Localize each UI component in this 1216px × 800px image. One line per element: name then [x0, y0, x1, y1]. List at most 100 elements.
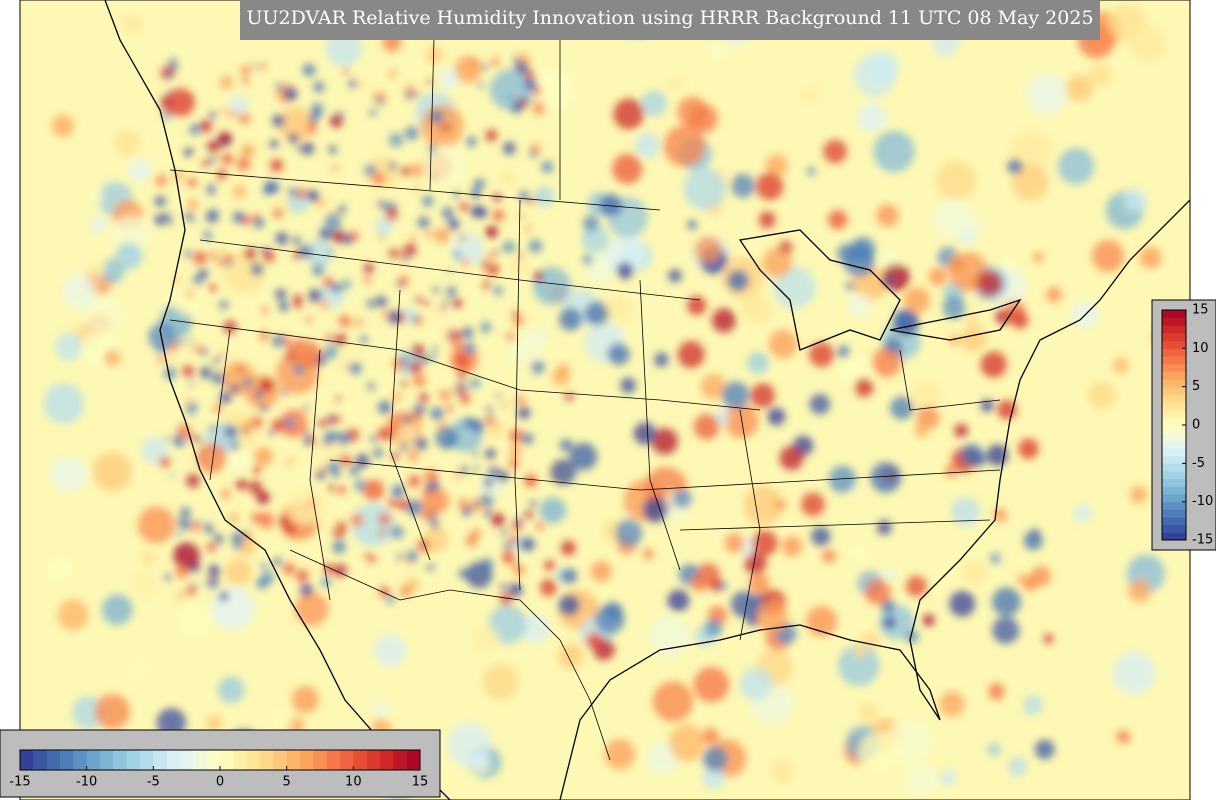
- field-patch: [565, 392, 574, 401]
- field-patch: [200, 453, 205, 458]
- colorbar-segment: [1162, 448, 1186, 457]
- colorbar-tick-label: 10: [1192, 341, 1209, 356]
- field-patch: [179, 507, 191, 518]
- field-patch: [415, 296, 423, 304]
- field-patch: [446, 286, 457, 297]
- field-patch: [349, 465, 360, 477]
- field-patch: [323, 277, 334, 289]
- field-patch: [477, 81, 484, 88]
- map: [20, 0, 1190, 800]
- field-patch: [439, 67, 460, 89]
- field-patch: [502, 141, 516, 155]
- field-patch: [607, 342, 630, 366]
- field-patch: [218, 591, 229, 602]
- field-patch: [501, 529, 508, 536]
- field-patch: [455, 383, 464, 393]
- field-patch: [112, 215, 149, 252]
- field-patch: [186, 154, 230, 198]
- field-patch: [646, 741, 678, 774]
- field-patch: [584, 301, 609, 326]
- field-patch: [603, 295, 635, 327]
- field-patch: [253, 390, 263, 399]
- field-patch: [141, 551, 155, 565]
- field-patch: [864, 578, 891, 605]
- colorbar-segment: [1162, 386, 1186, 395]
- field-patch: [201, 159, 210, 168]
- field-patch: [164, 436, 170, 442]
- field-patch: [187, 338, 193, 345]
- field-patch: [939, 769, 957, 786]
- field-patch: [525, 226, 532, 233]
- field-patch: [219, 300, 229, 309]
- field-patch: [821, 549, 836, 564]
- field-patch: [217, 676, 245, 704]
- field-patch: [343, 363, 348, 368]
- field-patch: [288, 132, 299, 144]
- colorbar-segment: [1162, 394, 1186, 403]
- field-patch: [189, 381, 194, 386]
- colorbar-segment: [46, 750, 61, 770]
- field-patch: [377, 427, 391, 441]
- field-patch: [251, 64, 256, 69]
- field-patch: [275, 232, 289, 245]
- field-patch: [310, 103, 324, 116]
- field-patch: [980, 351, 1007, 378]
- field-patch: [551, 367, 570, 386]
- field-patch: [413, 185, 419, 190]
- field-patch: [296, 145, 301, 151]
- field-patch: [203, 523, 213, 533]
- field-patch: [422, 195, 434, 207]
- colorbar-segment: [273, 750, 288, 770]
- field-patch: [491, 513, 505, 527]
- field-patch: [299, 583, 313, 597]
- field-patch: [351, 319, 359, 327]
- great-lakes: [738, 229, 901, 351]
- field-patch: [961, 443, 983, 465]
- field-patch: [229, 110, 237, 118]
- field-patch: [837, 345, 850, 359]
- field-patch: [387, 310, 401, 324]
- colorbar-tick-label: 15: [1192, 303, 1209, 318]
- field-patch: [259, 63, 266, 69]
- field-patch: [184, 147, 194, 158]
- field-patch: [385, 208, 398, 221]
- field-patch: [724, 533, 745, 554]
- field-patch: [189, 124, 201, 136]
- field-patch: [949, 590, 976, 617]
- field-patch: [1018, 438, 1039, 459]
- field-patch: [693, 413, 720, 440]
- field-patch: [581, 225, 609, 253]
- field-patch: [271, 419, 285, 432]
- field-patch: [453, 251, 462, 259]
- field-patch: [99, 258, 125, 284]
- field-patch: [751, 530, 778, 557]
- colorbar-segment: [1162, 317, 1186, 326]
- field-patch: [417, 216, 430, 229]
- field-patch: [914, 424, 929, 438]
- field-patch: [470, 205, 483, 218]
- field-patch: [295, 592, 329, 626]
- field-patch: [395, 249, 404, 258]
- colorbar-segment: [1162, 532, 1186, 541]
- field-patch: [648, 615, 691, 657]
- field-patch: [418, 393, 429, 403]
- field-patch: [700, 373, 727, 400]
- field-patch: [560, 540, 576, 556]
- field-patch: [209, 252, 216, 259]
- field-patch: [942, 296, 966, 320]
- field-patch: [475, 193, 481, 198]
- field-patch: [702, 727, 720, 745]
- field-patch: [378, 529, 386, 537]
- colorbar-segment: [286, 750, 301, 770]
- field-patch: [391, 451, 400, 460]
- field-patch: [524, 77, 538, 91]
- field-patch: [1011, 164, 1049, 201]
- field-patch: [400, 443, 409, 451]
- field-patch: [163, 212, 171, 220]
- field-patch: [397, 498, 409, 510]
- field-patch: [409, 361, 422, 374]
- field-patch: [531, 143, 541, 153]
- field-patch: [193, 402, 198, 407]
- field-patch: [94, 693, 130, 730]
- field-patch: [518, 253, 525, 259]
